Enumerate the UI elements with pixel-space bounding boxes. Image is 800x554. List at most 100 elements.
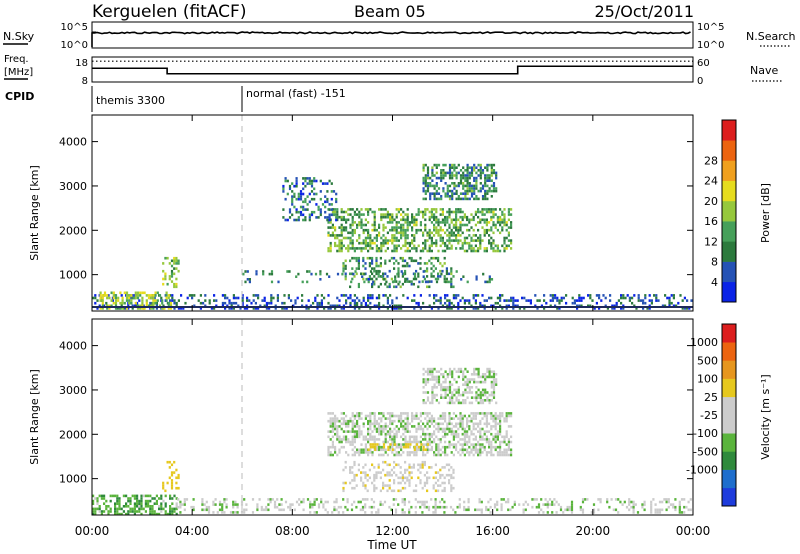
echo-cell bbox=[161, 301, 164, 305]
echo-cell bbox=[382, 443, 386, 446]
echo-cell bbox=[373, 213, 376, 216]
echo-cell bbox=[158, 497, 161, 500]
echo-cell bbox=[397, 445, 400, 449]
echo-cell bbox=[404, 427, 407, 431]
echo-cell bbox=[94, 301, 97, 305]
echo-cell bbox=[502, 498, 505, 501]
echo-cell bbox=[430, 256, 433, 260]
echo-cell bbox=[152, 296, 155, 300]
echo-cell bbox=[326, 200, 329, 204]
echo-cell bbox=[347, 218, 350, 222]
cpid-segment-1: themis 3300 bbox=[96, 94, 165, 107]
echo-cell bbox=[241, 296, 244, 300]
echo-cell bbox=[112, 301, 115, 305]
echo-cell bbox=[430, 221, 433, 224]
echo-cell bbox=[391, 249, 394, 253]
echo-cell bbox=[422, 275, 425, 278]
echo-cell bbox=[369, 414, 372, 418]
echo-cell bbox=[386, 301, 389, 305]
echo-cell bbox=[501, 453, 504, 457]
echo-cell bbox=[299, 195, 303, 198]
echo-cell bbox=[473, 370, 476, 373]
echo-cell bbox=[145, 299, 148, 302]
echo-cell bbox=[565, 294, 568, 297]
echo-cell bbox=[386, 432, 389, 436]
echo-cell bbox=[609, 294, 612, 297]
echo-cell bbox=[441, 417, 444, 420]
echo-cell bbox=[384, 241, 387, 245]
echo-cell bbox=[670, 301, 673, 305]
echo-cell bbox=[331, 445, 334, 449]
echo-cell bbox=[340, 247, 343, 250]
echo-cell bbox=[293, 195, 296, 198]
echo-cell bbox=[510, 451, 513, 454]
echo-cell bbox=[650, 503, 653, 506]
echo-cell bbox=[415, 221, 418, 224]
echo-cell bbox=[384, 215, 387, 219]
echo-cell bbox=[452, 443, 455, 446]
echo-cell bbox=[448, 189, 452, 193]
echo-cell bbox=[444, 386, 447, 389]
echo-cell bbox=[452, 453, 455, 457]
echo-cell bbox=[490, 210, 493, 214]
echo-cell bbox=[620, 307, 623, 310]
echo-cell bbox=[373, 267, 376, 270]
echo-cell bbox=[421, 463, 424, 467]
echo-cell bbox=[129, 296, 132, 300]
echo-cell bbox=[355, 256, 358, 260]
echo-cell bbox=[442, 373, 445, 376]
echo-cell bbox=[422, 373, 425, 376]
echo-cell bbox=[434, 500, 437, 504]
echo-cell bbox=[362, 277, 365, 281]
echo-cell bbox=[446, 393, 449, 397]
echo-cell bbox=[92, 296, 95, 300]
echo-cell bbox=[388, 463, 391, 467]
echo-cell bbox=[466, 370, 469, 373]
echo-cell bbox=[336, 210, 339, 214]
echo-cell bbox=[270, 280, 274, 284]
echo-cell bbox=[492, 221, 495, 224]
echo-cell bbox=[466, 430, 469, 433]
echo-cell bbox=[483, 247, 486, 250]
echo-cell bbox=[358, 448, 361, 452]
echo-cell bbox=[481, 417, 484, 420]
echo-cell bbox=[402, 451, 405, 454]
echo-cell bbox=[672, 505, 675, 509]
echo-cell bbox=[360, 249, 363, 253]
echo-cell bbox=[503, 438, 506, 441]
echo-cell bbox=[441, 430, 444, 433]
echo-cell bbox=[459, 453, 462, 457]
echo-cell bbox=[446, 228, 449, 232]
echo-cell bbox=[153, 497, 156, 500]
echo-cell bbox=[369, 419, 372, 423]
echo-cell bbox=[463, 299, 466, 302]
echo-cell bbox=[375, 486, 378, 490]
echo-cell bbox=[492, 247, 495, 250]
echo-cell bbox=[433, 228, 436, 232]
echo-cell bbox=[411, 451, 414, 454]
echo-cell bbox=[428, 476, 431, 480]
echo-cell bbox=[665, 498, 668, 501]
echo-cell bbox=[328, 203, 331, 206]
echo-cell bbox=[468, 221, 471, 224]
echo-cell bbox=[443, 262, 446, 265]
echo-cell bbox=[393, 460, 396, 464]
echo-cell bbox=[304, 200, 307, 204]
echo-cell bbox=[424, 197, 427, 201]
echo-cell bbox=[125, 512, 128, 516]
echo-cell bbox=[459, 221, 462, 224]
echo-cell bbox=[437, 231, 440, 235]
echo-cell bbox=[499, 448, 502, 452]
echo-cell bbox=[536, 307, 539, 310]
echo-cell bbox=[386, 285, 389, 289]
echo-cell bbox=[503, 241, 506, 245]
echo-cell bbox=[349, 231, 352, 235]
echo-cell bbox=[419, 267, 422, 270]
echo-cell bbox=[375, 234, 378, 237]
echo-cell bbox=[490, 179, 493, 182]
echo-cell bbox=[367, 244, 370, 248]
echo-cell bbox=[554, 296, 557, 300]
echo-cell bbox=[345, 435, 348, 439]
echo-cell bbox=[435, 393, 438, 397]
echo-cell bbox=[505, 448, 508, 452]
